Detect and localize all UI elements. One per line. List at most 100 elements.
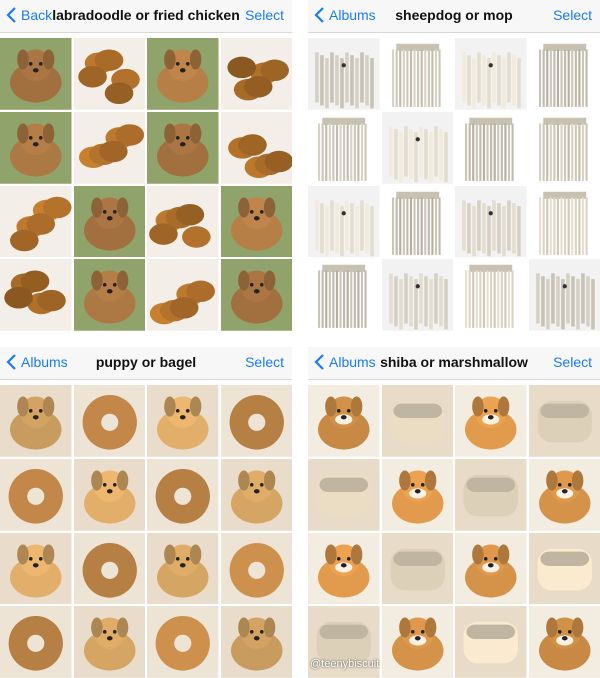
photo-thumbnail-labradoodle[interactable]	[147, 111, 219, 184]
photo-thumbnail-mop[interactable]	[308, 111, 380, 184]
photo-thumbnail-fried-chicken[interactable]	[73, 38, 145, 110]
mop-photo	[308, 111, 380, 184]
photo-thumbnail-marshmallow[interactable]	[455, 458, 527, 531]
photo-thumbnail-puppy[interactable]	[147, 532, 219, 605]
bagel-photo	[147, 606, 219, 678]
back-label: Albums	[329, 7, 376, 23]
photo-thumbnail-fried-chicken[interactable]	[0, 185, 72, 258]
photo-thumbnail-marshmallow[interactable]	[528, 532, 600, 605]
photo-thumbnail-labradoodle[interactable]	[220, 185, 292, 258]
photo-thumbnail-labradoodle[interactable]	[220, 259, 292, 331]
photo-thumbnail-sheepdog[interactable]	[528, 259, 600, 331]
photo-thumbnail-shiba[interactable]	[455, 385, 527, 457]
photo-thumbnail-labradoodle[interactable]	[0, 38, 72, 110]
labradoodle-photo	[0, 111, 72, 184]
photo-thumbnail-sheepdog[interactable]	[308, 185, 380, 258]
mop-photo	[381, 185, 453, 258]
marshmallow-photo	[455, 606, 527, 678]
puppy-photo	[73, 606, 145, 678]
album-panel-puppy: Albums puppy or bagel Select	[0, 347, 292, 678]
shiba-photo	[455, 385, 527, 457]
photo-thumbnail-mop[interactable]	[528, 185, 600, 258]
select-button[interactable]: Select	[553, 7, 592, 23]
labradoodle-photo	[73, 185, 145, 258]
chevron-left-icon	[6, 7, 16, 23]
photo-thumbnail-sheepdog[interactable]	[381, 259, 453, 331]
photo-thumbnail-marshmallow[interactable]	[528, 385, 600, 457]
photo-thumbnail-puppy[interactable]	[73, 606, 145, 678]
marshmallow-photo	[528, 532, 600, 605]
photo-thumbnail-shiba[interactable]	[528, 606, 600, 678]
photo-thumbnail-mop[interactable]	[308, 259, 380, 331]
sheepdog-photo	[308, 38, 380, 110]
albums-button[interactable]: Albums	[314, 7, 376, 23]
back-button[interactable]: Back	[6, 7, 52, 23]
marshmallow-photo	[308, 606, 380, 678]
sheepdog-photo	[528, 259, 600, 331]
photo-thumbnail-bagel[interactable]	[220, 385, 292, 457]
photo-thumbnail-marshmallow[interactable]	[308, 458, 380, 531]
photo-thumbnail-shiba[interactable]	[381, 458, 453, 531]
marshmallow-photo	[528, 385, 600, 457]
photo-thumbnail-puppy[interactable]	[220, 458, 292, 531]
photo-thumbnail-marshmallow[interactable]	[381, 385, 453, 457]
photo-thumbnail-fried-chicken[interactable]	[147, 185, 219, 258]
shiba-photo	[381, 458, 453, 531]
photo-thumbnail-fried-chicken[interactable]	[220, 38, 292, 110]
photo-thumbnail-sheepdog[interactable]	[455, 38, 527, 110]
photo-thumbnail-shiba[interactable]	[308, 532, 380, 605]
photo-thumbnail-puppy[interactable]	[0, 385, 72, 457]
puppy-photo	[147, 385, 219, 457]
photo-thumbnail-sheepdog[interactable]	[308, 38, 380, 110]
photo-thumbnail-bagel[interactable]	[220, 532, 292, 605]
photo-thumbnail-shiba[interactable]	[381, 606, 453, 678]
select-button[interactable]: Select	[245, 354, 284, 370]
photo-thumbnail-mop[interactable]	[381, 185, 453, 258]
photo-grid	[308, 38, 600, 331]
puppy-photo	[0, 385, 72, 457]
photo-thumbnail-mop[interactable]	[381, 38, 453, 110]
albums-button[interactable]: Albums	[6, 354, 68, 370]
photo-thumbnail-fried-chicken[interactable]	[220, 111, 292, 184]
labradoodle-photo	[220, 259, 292, 331]
back-label: Back	[21, 7, 53, 23]
labradoodle-photo	[220, 185, 292, 258]
photo-thumbnail-puppy[interactable]	[147, 385, 219, 457]
fried-chicken-photo	[0, 185, 72, 258]
select-button[interactable]: Select	[245, 7, 284, 23]
photo-thumbnail-mop[interactable]	[455, 259, 527, 331]
fried-chicken-photo	[147, 185, 219, 258]
photo-thumbnail-bagel[interactable]	[147, 606, 219, 678]
albums-button[interactable]: Albums	[314, 354, 376, 370]
sheepdog-photo	[308, 185, 380, 258]
photo-thumbnail-puppy[interactable]	[220, 606, 292, 678]
marshmallow-photo	[381, 532, 453, 605]
photo-thumbnail-puppy[interactable]	[73, 458, 145, 531]
photo-thumbnail-mop[interactable]	[455, 111, 527, 184]
photo-thumbnail-mop[interactable]	[528, 38, 600, 110]
photo-thumbnail-shiba[interactable]	[455, 532, 527, 605]
photo-thumbnail-fried-chicken[interactable]	[0, 259, 72, 331]
photo-thumbnail-marshmallow[interactable]	[381, 532, 453, 605]
select-button[interactable]: Select	[553, 354, 592, 370]
photo-thumbnail-mop[interactable]	[528, 111, 600, 184]
bagel-photo	[220, 532, 292, 605]
photo-thumbnail-fried-chicken[interactable]	[147, 259, 219, 331]
photo-thumbnail-sheepdog[interactable]	[381, 111, 453, 184]
photo-thumbnail-bagel[interactable]	[73, 385, 145, 457]
photo-thumbnail-marshmallow[interactable]	[308, 606, 380, 678]
photo-thumbnail-labradoodle[interactable]	[0, 111, 72, 184]
photo-thumbnail-bagel[interactable]	[0, 458, 72, 531]
photo-thumbnail-labradoodle[interactable]	[147, 38, 219, 110]
photo-thumbnail-shiba[interactable]	[528, 458, 600, 531]
photo-thumbnail-bagel[interactable]	[73, 532, 145, 605]
photo-thumbnail-labradoodle[interactable]	[73, 259, 145, 331]
photo-thumbnail-marshmallow[interactable]	[455, 606, 527, 678]
photo-thumbnail-sheepdog[interactable]	[455, 185, 527, 258]
photo-thumbnail-bagel[interactable]	[147, 458, 219, 531]
photo-thumbnail-labradoodle[interactable]	[73, 185, 145, 258]
photo-thumbnail-puppy[interactable]	[0, 532, 72, 605]
photo-thumbnail-shiba[interactable]	[308, 385, 380, 457]
photo-thumbnail-fried-chicken[interactable]	[73, 111, 145, 184]
photo-thumbnail-bagel[interactable]	[0, 606, 72, 678]
